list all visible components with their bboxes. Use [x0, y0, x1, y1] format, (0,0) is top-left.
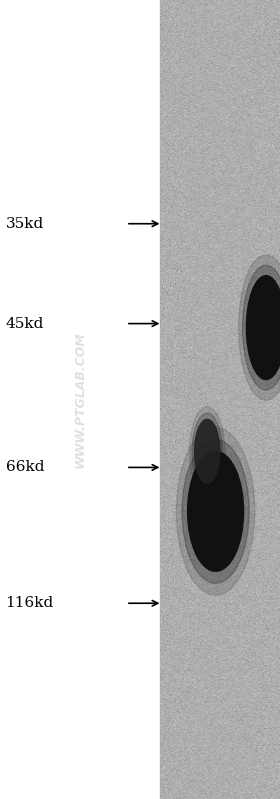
Text: 45kd: 45kd: [6, 316, 44, 331]
Text: 35kd: 35kd: [6, 217, 44, 231]
Ellipse shape: [195, 419, 220, 483]
Ellipse shape: [190, 407, 225, 496]
Ellipse shape: [182, 439, 249, 583]
Text: 66kd: 66kd: [6, 460, 44, 475]
Ellipse shape: [246, 276, 280, 380]
Text: WWW.PTGLAB.COM: WWW.PTGLAB.COM: [73, 331, 86, 468]
Bar: [0, 0, 160, 799]
Ellipse shape: [242, 265, 280, 390]
Ellipse shape: [239, 255, 280, 400]
Text: 116kd: 116kd: [6, 596, 54, 610]
Ellipse shape: [188, 451, 244, 571]
Ellipse shape: [192, 413, 222, 490]
Ellipse shape: [176, 427, 255, 595]
Bar: [160, 0, 280, 799]
